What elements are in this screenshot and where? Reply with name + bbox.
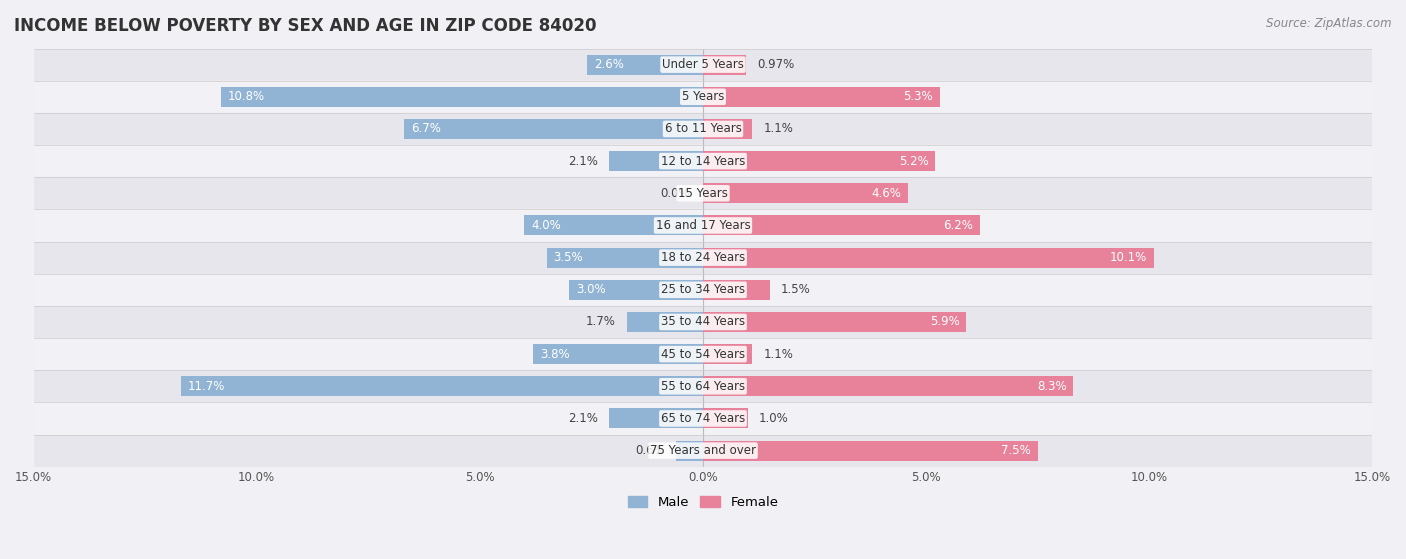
Bar [703,280,770,300]
Text: 45 to 54 Years: 45 to 54 Years [661,348,745,361]
Bar [703,119,752,139]
Bar [34,434,1372,467]
Text: 3.0%: 3.0% [576,283,606,296]
Bar [547,248,703,268]
Text: 35 to 44 Years: 35 to 44 Years [661,315,745,329]
Text: 1.5%: 1.5% [782,283,811,296]
Text: 12 to 14 Years: 12 to 14 Years [661,155,745,168]
Bar [34,145,1372,177]
Text: 3.5%: 3.5% [554,251,583,264]
Bar [609,409,703,428]
Bar [181,376,703,396]
Text: 16 and 17 Years: 16 and 17 Years [655,219,751,232]
Text: 5 Years: 5 Years [682,91,724,103]
Text: 55 to 64 Years: 55 to 64 Years [661,380,745,393]
Bar [34,306,1372,338]
Bar [627,312,703,332]
Bar [34,274,1372,306]
Text: 6.2%: 6.2% [943,219,973,232]
Bar [703,55,747,74]
Bar [34,113,1372,145]
Bar [703,183,908,203]
Text: 6 to 11 Years: 6 to 11 Years [665,122,741,135]
Bar [524,215,703,235]
Text: 2.6%: 2.6% [593,58,623,71]
Bar [586,55,703,74]
Legend: Male, Female: Male, Female [623,491,783,514]
Text: 10.8%: 10.8% [228,91,264,103]
Bar [221,87,703,107]
Text: 10.1%: 10.1% [1109,251,1147,264]
Text: 2.1%: 2.1% [568,155,598,168]
Bar [34,210,1372,241]
Text: 15 Years: 15 Years [678,187,728,200]
Text: 3.8%: 3.8% [540,348,569,361]
Text: 5.3%: 5.3% [903,91,932,103]
Bar [34,177,1372,210]
Bar [703,409,748,428]
Text: INCOME BELOW POVERTY BY SEX AND AGE IN ZIP CODE 84020: INCOME BELOW POVERTY BY SEX AND AGE IN Z… [14,17,596,35]
Text: 0.0%: 0.0% [659,187,689,200]
Text: 1.7%: 1.7% [586,315,616,329]
Text: 4.0%: 4.0% [531,219,561,232]
Text: 1.1%: 1.1% [763,122,793,135]
Text: Source: ZipAtlas.com: Source: ZipAtlas.com [1267,17,1392,30]
Bar [703,312,966,332]
Bar [34,370,1372,402]
Bar [703,215,980,235]
Text: Under 5 Years: Under 5 Years [662,58,744,71]
Text: 5.9%: 5.9% [929,315,960,329]
Bar [34,402,1372,434]
Bar [34,49,1372,80]
Bar [569,280,703,300]
Text: 1.0%: 1.0% [759,412,789,425]
Text: 65 to 74 Years: 65 to 74 Years [661,412,745,425]
Text: 11.7%: 11.7% [187,380,225,393]
Bar [703,344,752,364]
Text: 0.6%: 0.6% [636,444,665,457]
Text: 6.7%: 6.7% [411,122,440,135]
Text: 2.1%: 2.1% [568,412,598,425]
Bar [676,440,703,461]
Bar [703,248,1154,268]
Text: 8.3%: 8.3% [1038,380,1067,393]
Text: 0.97%: 0.97% [758,58,794,71]
Bar [703,440,1038,461]
Bar [533,344,703,364]
Bar [34,241,1372,274]
Text: 18 to 24 Years: 18 to 24 Years [661,251,745,264]
Text: 1.1%: 1.1% [763,348,793,361]
Text: 5.2%: 5.2% [898,155,928,168]
Bar [609,151,703,171]
Bar [703,151,935,171]
Text: 4.6%: 4.6% [872,187,901,200]
Bar [404,119,703,139]
Text: 7.5%: 7.5% [1001,444,1031,457]
Text: 25 to 34 Years: 25 to 34 Years [661,283,745,296]
Bar [34,80,1372,113]
Bar [34,338,1372,370]
Bar [703,376,1073,396]
Bar [703,87,939,107]
Text: 75 Years and over: 75 Years and over [650,444,756,457]
